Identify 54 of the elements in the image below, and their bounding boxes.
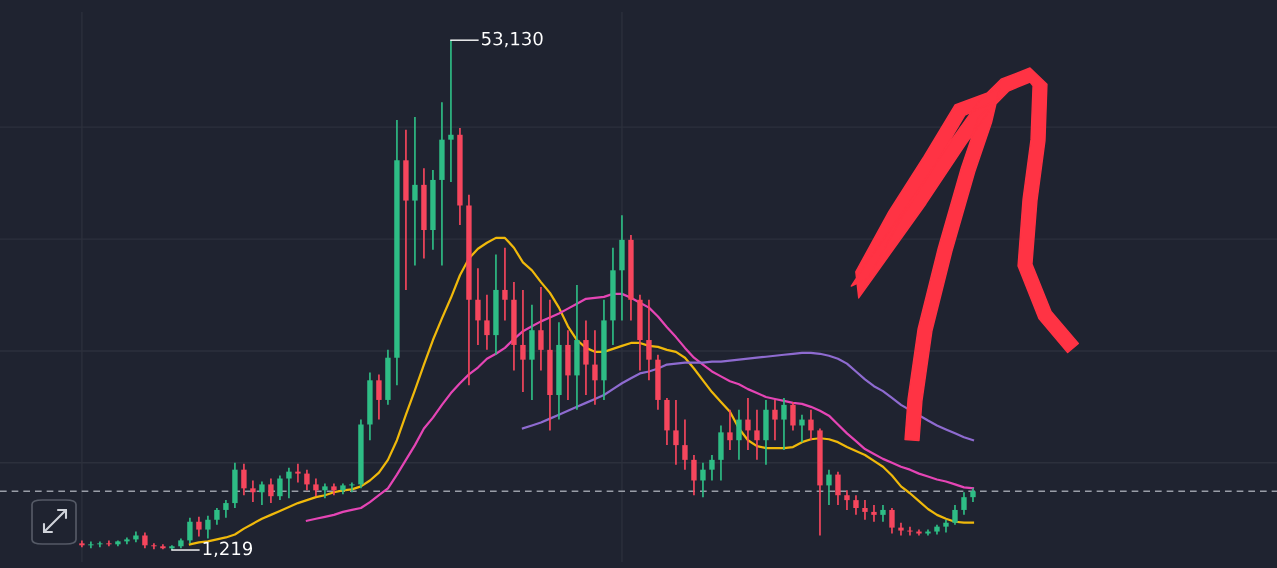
candlestick: [205, 515, 211, 540]
candlestick: [808, 408, 814, 442]
candlestick: [907, 525, 913, 537]
candlestick: [79, 539, 85, 549]
candlestick: [826, 468, 832, 506]
candlestick: [790, 401, 796, 432]
candlestick: [124, 536, 130, 546]
annotation: 53,130: [482, 31, 543, 48]
candlestick: [889, 507, 895, 535]
candlestick: [376, 373, 382, 421]
candlestick: [835, 470, 841, 506]
candlestick: [772, 399, 778, 442]
candlestick: [448, 39, 454, 183]
candlestick: [259, 480, 265, 506]
candlestick: [250, 479, 256, 503]
candlestick: [853, 494, 859, 516]
candlestick: [520, 289, 526, 393]
candlestick: [682, 418, 688, 471]
candlestick: [754, 408, 760, 461]
candlestick: [799, 413, 805, 444]
candlestick: [736, 408, 742, 461]
candlestick: [646, 298, 652, 382]
candlestick: [700, 461, 706, 499]
candlestick: [871, 504, 877, 523]
candlestick: [538, 286, 544, 372]
candlestick: [502, 246, 508, 322]
candlestick: [673, 399, 679, 466]
candlestick: [151, 542, 157, 551]
candlestick: [691, 454, 697, 497]
candlestick: [862, 499, 868, 521]
candlestick: [952, 504, 958, 526]
candlestick: [268, 477, 274, 504]
candlestick: [304, 468, 310, 492]
candlestick: [106, 539, 112, 548]
candlestick: [241, 462, 247, 497]
candlestick: [196, 515, 202, 538]
annotation: 1,219: [203, 541, 253, 558]
candlestick: [592, 329, 598, 406]
candlestick: [727, 408, 733, 451]
candlestick: [88, 540, 94, 550]
candlestick: [412, 116, 418, 267]
candlestick: [475, 267, 481, 346]
candlestick: [844, 489, 850, 511]
candlestick: [295, 462, 301, 484]
candlestick: [709, 454, 715, 482]
candlestick: [961, 491, 967, 516]
candlestick: [745, 397, 751, 451]
candlestick: [349, 481, 355, 494]
candlestick: [286, 466, 292, 499]
candlestick: [484, 294, 490, 351]
candlestick: [781, 397, 787, 451]
candlestick: [187, 516, 193, 545]
candlestick: [277, 474, 283, 501]
candlestick: [97, 540, 103, 549]
